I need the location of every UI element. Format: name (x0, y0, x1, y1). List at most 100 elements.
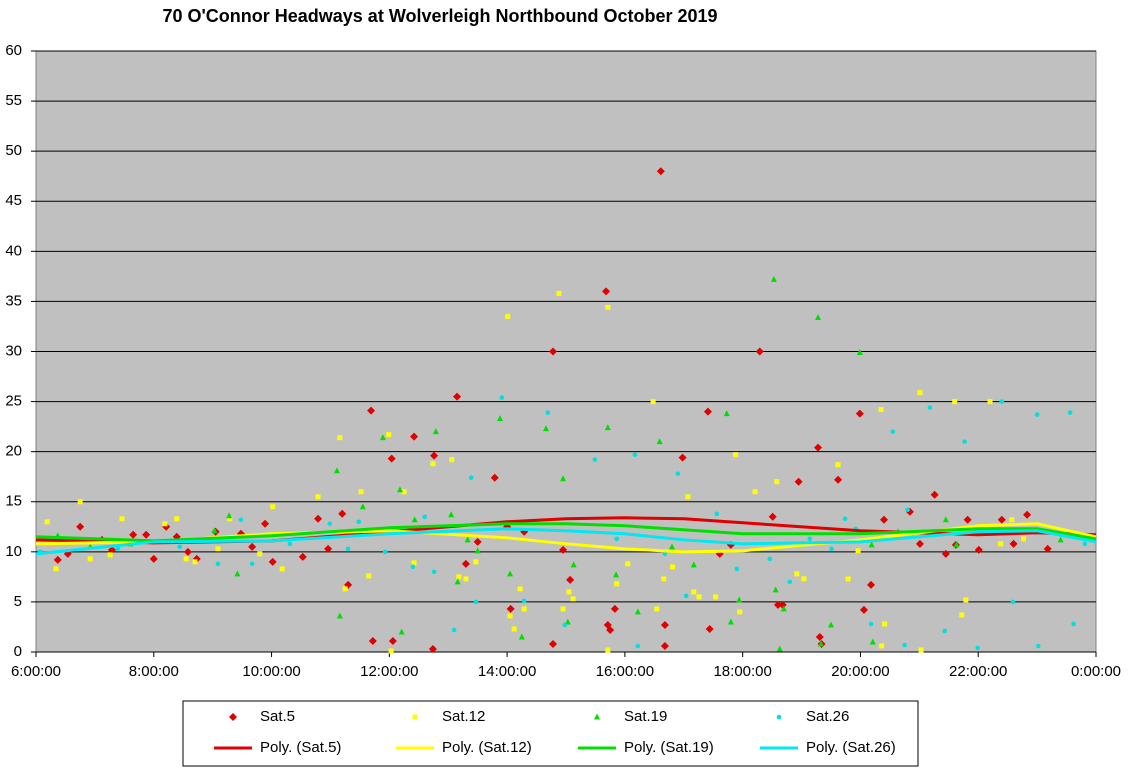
y-tick-label: 20 (5, 443, 22, 460)
x-tick-label: 16:00:00 (596, 663, 654, 680)
legend-swatch (412, 714, 418, 720)
chart-title: 70 O'Connor Headways at Wolverleigh Nort… (162, 6, 717, 26)
point (772, 586, 779, 593)
point (451, 627, 457, 633)
x-tick-label: 22:00:00 (949, 663, 1007, 680)
point (654, 606, 660, 612)
y-tick-label: 25 (5, 393, 22, 410)
point (878, 407, 884, 413)
point (177, 544, 182, 550)
legend-label: Poly. (Sat.5) (260, 739, 341, 756)
point (192, 559, 198, 565)
point (1057, 536, 1064, 543)
point (963, 515, 972, 524)
x-tick-label: 20:00:00 (831, 663, 889, 680)
point (215, 546, 221, 552)
point (388, 648, 394, 654)
point (1023, 510, 1032, 519)
point (549, 639, 558, 648)
point (379, 434, 386, 441)
point (211, 527, 218, 534)
point (560, 606, 566, 612)
point (473, 537, 482, 546)
point (490, 473, 499, 482)
point (499, 395, 505, 400)
point (398, 628, 405, 635)
point (77, 499, 83, 505)
point (592, 457, 598, 462)
point (604, 424, 611, 431)
point (610, 604, 619, 613)
point (327, 521, 333, 527)
point (566, 589, 572, 595)
point (521, 598, 527, 604)
point (606, 625, 615, 634)
point (337, 435, 343, 441)
x-tick-label: 8:00:00 (129, 663, 179, 680)
point (778, 600, 787, 609)
point (261, 519, 270, 528)
point (828, 621, 834, 628)
point (566, 575, 575, 584)
point (614, 581, 620, 587)
point (53, 566, 59, 572)
point (174, 516, 180, 522)
point (473, 559, 479, 565)
point (570, 561, 577, 568)
point (918, 647, 924, 653)
point (449, 457, 455, 463)
point (867, 580, 876, 589)
point (890, 429, 896, 434)
point (87, 556, 93, 562)
point (518, 633, 525, 640)
point (556, 290, 562, 296)
point (605, 304, 611, 310)
point (737, 609, 743, 615)
point (787, 579, 793, 585)
point (815, 313, 822, 320)
point (358, 489, 364, 495)
point (733, 452, 739, 458)
legend-label: Sat.19 (624, 708, 667, 725)
y-tick-label: 15 (5, 493, 22, 510)
point (703, 407, 712, 416)
legend-label: Sat.5 (260, 708, 295, 725)
point (734, 566, 740, 572)
point (410, 564, 416, 570)
point (1009, 517, 1015, 523)
trend-line (35, 522, 1097, 543)
point (430, 451, 439, 460)
point (1067, 410, 1073, 415)
point (670, 564, 676, 570)
point (855, 548, 861, 554)
point (511, 626, 517, 632)
point (298, 552, 307, 561)
point (917, 390, 923, 396)
y-tick-label: 60 (5, 42, 22, 59)
point (614, 536, 619, 542)
point (129, 530, 138, 539)
point (142, 530, 151, 539)
trend-line (35, 522, 1097, 554)
point (338, 509, 347, 518)
point (902, 642, 907, 648)
point (632, 452, 638, 457)
point (774, 600, 782, 609)
point (829, 546, 834, 552)
point (359, 503, 366, 510)
point (880, 515, 888, 524)
point (517, 586, 523, 592)
point (115, 546, 121, 552)
point (942, 516, 949, 523)
y-tick-label: 5 (14, 593, 22, 610)
point (428, 644, 437, 653)
point (690, 561, 697, 568)
point (678, 453, 687, 462)
point (279, 566, 285, 572)
point (815, 632, 824, 641)
point (431, 569, 437, 575)
point (817, 640, 824, 647)
point (560, 475, 567, 482)
point (869, 638, 876, 645)
point (1034, 412, 1040, 417)
